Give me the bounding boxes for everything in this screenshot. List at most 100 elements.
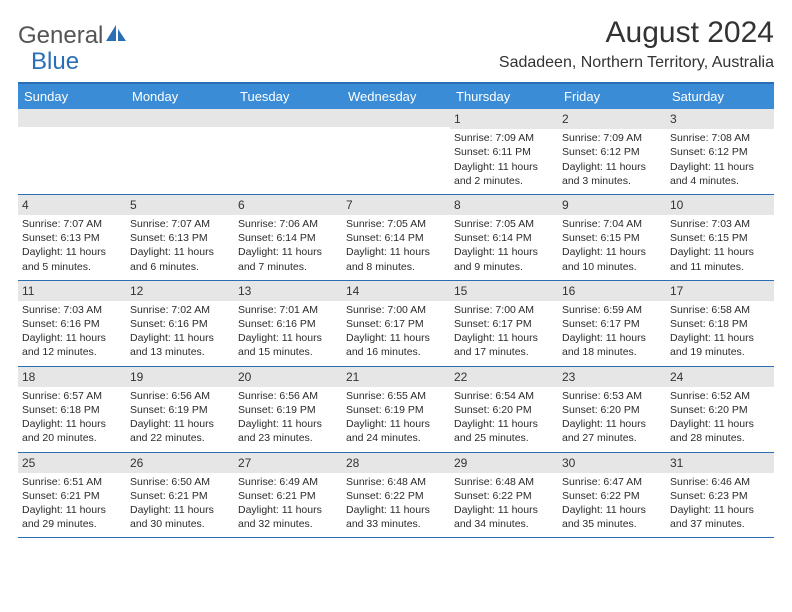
logo: General	[18, 16, 129, 50]
week-row: 18Sunrise: 6:57 AMSunset: 6:18 PMDayligh…	[18, 367, 774, 453]
sunset-text: Sunset: 6:23 PM	[670, 489, 770, 503]
day-number: 15	[450, 281, 558, 301]
day-cell: 10Sunrise: 7:03 AMSunset: 6:15 PMDayligh…	[666, 195, 774, 280]
sunrise-text: Sunrise: 7:02 AM	[130, 303, 230, 317]
weekday-header: Thursday	[450, 84, 558, 109]
day-cell: 2Sunrise: 7:09 AMSunset: 6:12 PMDaylight…	[558, 109, 666, 194]
day-cell: 13Sunrise: 7:01 AMSunset: 6:16 PMDayligh…	[234, 281, 342, 366]
day-number	[126, 109, 234, 127]
sunrise-text: Sunrise: 6:50 AM	[130, 475, 230, 489]
location-subtitle: Sadadeen, Northern Territory, Australia	[499, 54, 774, 72]
sunrise-text: Sunrise: 7:09 AM	[454, 131, 554, 145]
sunset-text: Sunset: 6:14 PM	[454, 231, 554, 245]
daylight-text: Daylight: 11 hours and 4 minutes.	[670, 160, 770, 188]
daylight-text: Daylight: 11 hours and 15 minutes.	[238, 331, 338, 359]
day-cell: 15Sunrise: 7:00 AMSunset: 6:17 PMDayligh…	[450, 281, 558, 366]
sunrise-text: Sunrise: 6:47 AM	[562, 475, 662, 489]
day-number: 30	[558, 453, 666, 473]
title-block: August 2024 Sadadeen, Northern Territory…	[499, 16, 774, 72]
day-cell: 19Sunrise: 6:56 AMSunset: 6:19 PMDayligh…	[126, 367, 234, 452]
day-number	[18, 109, 126, 127]
sunrise-text: Sunrise: 7:05 AM	[346, 217, 446, 231]
sunset-text: Sunset: 6:14 PM	[238, 231, 338, 245]
week-row: 25Sunrise: 6:51 AMSunset: 6:21 PMDayligh…	[18, 453, 774, 539]
week-row: 1Sunrise: 7:09 AMSunset: 6:11 PMDaylight…	[18, 109, 774, 195]
daylight-text: Daylight: 11 hours and 37 minutes.	[670, 503, 770, 531]
sunset-text: Sunset: 6:15 PM	[562, 231, 662, 245]
day-cell	[126, 109, 234, 194]
day-number: 28	[342, 453, 450, 473]
sunrise-text: Sunrise: 6:56 AM	[130, 389, 230, 403]
day-cell: 23Sunrise: 6:53 AMSunset: 6:20 PMDayligh…	[558, 367, 666, 452]
daylight-text: Daylight: 11 hours and 2 minutes.	[454, 160, 554, 188]
day-number: 23	[558, 367, 666, 387]
day-cell: 18Sunrise: 6:57 AMSunset: 6:18 PMDayligh…	[18, 367, 126, 452]
sunset-text: Sunset: 6:18 PM	[22, 403, 122, 417]
month-title: August 2024	[499, 16, 774, 50]
day-cell	[342, 109, 450, 194]
sunrise-text: Sunrise: 6:48 AM	[346, 475, 446, 489]
day-number: 21	[342, 367, 450, 387]
day-cell: 28 Sunrise: 6:48 AMSunset: 6:22 PMDayligh…	[342, 453, 450, 538]
sunset-text: Sunset: 6:13 PM	[130, 231, 230, 245]
sunrise-text: Sunrise: 6:55 AM	[346, 389, 446, 403]
sunset-text: Sunset: 6:22 PM	[346, 489, 446, 503]
daylight-text: Daylight: 11 hours and 18 minutes.	[562, 331, 662, 359]
sunrise-text: Sunrise: 6:51 AM	[22, 475, 122, 489]
day-cell: 31Sunrise: 6:46 AMSunset: 6:23 PMDayligh…	[666, 453, 774, 538]
day-number: 18	[18, 367, 126, 387]
daylight-text: Daylight: 11 hours and 23 minutes.	[238, 417, 338, 445]
calendar-grid: Sunday Monday Tuesday Wednesday Thursday…	[18, 82, 774, 538]
sunrise-text: Sunrise: 6:59 AM	[562, 303, 662, 317]
sunrise-text: Sunrise: 7:01 AM	[238, 303, 338, 317]
daylight-text: Daylight: 11 hours and 29 minutes.	[22, 503, 122, 531]
logo-sail-icon	[106, 22, 128, 50]
sunrise-text: Sunrise: 7:09 AM	[562, 131, 662, 145]
daylight-text: Daylight: 11 hours and 27 minutes.	[562, 417, 662, 445]
day-cell: 17Sunrise: 6:58 AMSunset: 6:18 PMDayligh…	[666, 281, 774, 366]
day-number: 19	[126, 367, 234, 387]
daylight-text: Daylight: 11 hours and 22 minutes.	[130, 417, 230, 445]
sunrise-text: Sunrise: 6:53 AM	[562, 389, 662, 403]
day-number: 4	[18, 195, 126, 215]
day-cell: 14Sunrise: 7:00 AMSunset: 6:17 PMDayligh…	[342, 281, 450, 366]
day-cell: 24Sunrise: 6:52 AMSunset: 6:20 PMDayligh…	[666, 367, 774, 452]
sunset-text: Sunset: 6:20 PM	[454, 403, 554, 417]
daylight-text: Daylight: 11 hours and 33 minutes.	[346, 503, 446, 531]
sunset-text: Sunset: 6:12 PM	[562, 145, 662, 159]
sunset-text: Sunset: 6:18 PM	[670, 317, 770, 331]
daylight-text: Daylight: 11 hours and 12 minutes.	[22, 331, 122, 359]
sunrise-text: Sunrise: 6:58 AM	[670, 303, 770, 317]
day-number: 7	[342, 195, 450, 215]
weekday-header: Wednesday	[342, 84, 450, 109]
sunset-text: Sunset: 6:12 PM	[670, 145, 770, 159]
daylight-text: Daylight: 11 hours and 6 minutes.	[130, 245, 230, 273]
day-number	[234, 109, 342, 127]
sunset-text: Sunset: 6:13 PM	[22, 231, 122, 245]
day-cell: 11Sunrise: 7:03 AMSunset: 6:16 PMDayligh…	[18, 281, 126, 366]
day-number	[342, 109, 450, 127]
day-number: 1	[450, 109, 558, 129]
day-number: 20	[234, 367, 342, 387]
sunrise-text: Sunrise: 6:56 AM	[238, 389, 338, 403]
sunset-text: Sunset: 6:15 PM	[670, 231, 770, 245]
day-cell: 3Sunrise: 7:08 AMSunset: 6:12 PMDaylight…	[666, 109, 774, 194]
sunset-text: Sunset: 6:21 PM	[130, 489, 230, 503]
sunset-text: Sunset: 6:20 PM	[670, 403, 770, 417]
sunrise-text: Sunrise: 7:05 AM	[454, 217, 554, 231]
day-cell: 8Sunrise: 7:05 AMSunset: 6:14 PMDaylight…	[450, 195, 558, 280]
day-number: 6	[234, 195, 342, 215]
day-number: 2	[558, 109, 666, 129]
day-number: 14	[342, 281, 450, 301]
sunset-text: Sunset: 6:22 PM	[454, 489, 554, 503]
day-cell: 5Sunrise: 7:07 AMSunset: 6:13 PMDaylight…	[126, 195, 234, 280]
sunrise-text: Sunrise: 7:04 AM	[562, 217, 662, 231]
sunrise-text: Sunrise: 7:07 AM	[130, 217, 230, 231]
weekday-header: Tuesday	[234, 84, 342, 109]
daylight-text: Daylight: 11 hours and 17 minutes.	[454, 331, 554, 359]
weekday-header: Friday	[558, 84, 666, 109]
day-number: 16	[558, 281, 666, 301]
day-number: 29	[450, 453, 558, 473]
daylight-text: Daylight: 11 hours and 24 minutes.	[346, 417, 446, 445]
day-cell: 20Sunrise: 6:56 AMSunset: 6:19 PMDayligh…	[234, 367, 342, 452]
